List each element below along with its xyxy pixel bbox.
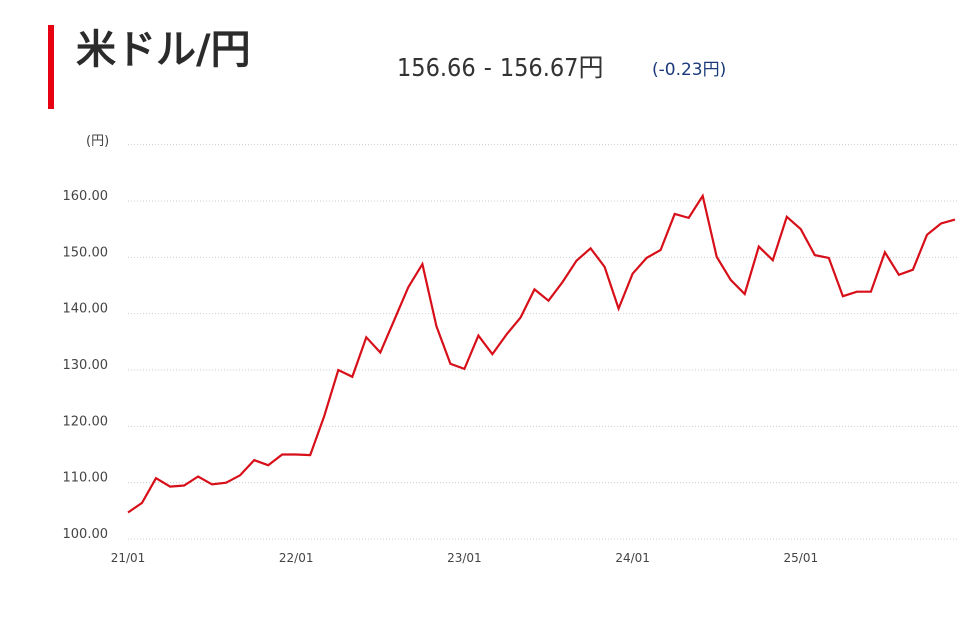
y-tick-label: 110.00 <box>63 471 109 486</box>
accent-bar <box>48 25 54 109</box>
ask-price: 156.67円 <box>499 53 604 82</box>
y-axis-ticks: 100.00 110.00 120.00 130.00 140.00 150.00 160.… <box>63 189 109 542</box>
y-tick-label: 100.00 <box>63 527 109 542</box>
price-change: (-0.23円) <box>652 60 727 80</box>
x-tick-label: 22/01 <box>279 551 314 565</box>
y-tick-label: 160.00 <box>63 189 109 204</box>
series-line <box>127 193 956 514</box>
x-tick-label: 25/01 <box>784 551 819 565</box>
quote-separator: - <box>483 53 492 82</box>
x-tick-label: 23/01 <box>447 551 482 565</box>
grid-lines <box>128 144 957 540</box>
x-tick-label: 24/01 <box>615 551 650 565</box>
x-axis-ticks: 21/01 22/01 23/01 24/01 25/01 <box>111 551 818 565</box>
bid-price: 156.66 <box>397 53 476 82</box>
page-title: 米ドル/円 <box>76 27 251 73</box>
rate-quote: 156.66-156.67円 <box>397 55 604 80</box>
x-tick-label: 21/01 <box>111 551 146 565</box>
y-tick-label: 140.00 <box>63 302 109 317</box>
y-axis-unit-label: (円) <box>86 134 109 149</box>
y-tick-label: 150.00 <box>63 245 109 260</box>
y-tick-label: 120.00 <box>63 414 109 429</box>
y-tick-label: 130.00 <box>63 358 109 373</box>
